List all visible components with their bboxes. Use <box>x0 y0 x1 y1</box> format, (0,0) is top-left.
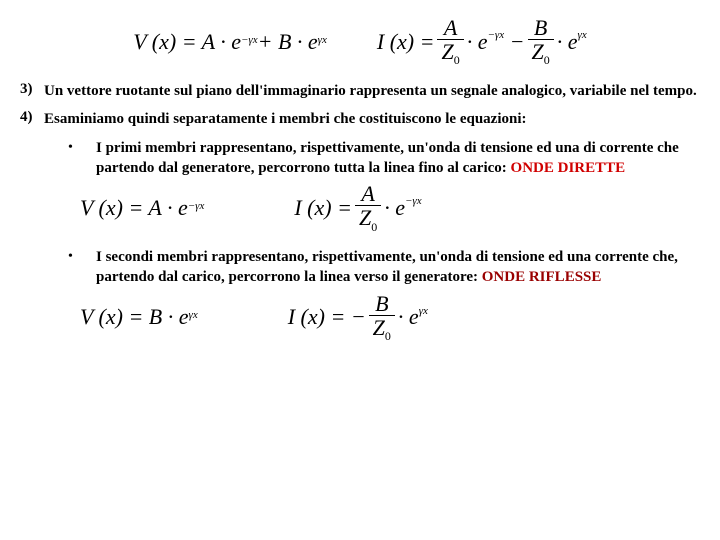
item-4: 4) Esaminiamo quindi separatamente i mem… <box>20 109 700 129</box>
item-3-marker: 3) <box>20 81 44 98</box>
eq-i-riflesse: I (x) = − B Z0 · eγx <box>288 292 428 343</box>
bullet-icon: • <box>68 247 96 267</box>
top-equations: V (x) = A · e−γx + B · eγx I (x) = A Z0 … <box>20 16 700 67</box>
bullet-riflesse-text: I secondi membri rappresentano, rispetti… <box>96 247 700 288</box>
item-4-text: Esaminiamo quindi separatamente i membri… <box>44 109 700 129</box>
eq-v-full: V (x) = A · e−γx + B · eγx <box>133 29 327 55</box>
item-3: 3) Un vettore ruotante sul piano dell'im… <box>20 81 700 101</box>
bullet-dirette-text: I primi membri rappresentano, rispettiva… <box>96 138 700 179</box>
dirette-equations: V (x) = A · e−γx I (x) = A Z0 · e−γx <box>80 182 700 233</box>
item-4-marker: 4) <box>20 109 44 126</box>
eq-i-full: I (x) = A Z0 · e−γx − B Z0 · eγx <box>377 16 587 67</box>
bullet-dirette: • I primi membri rappresentano, rispetti… <box>68 138 700 179</box>
eq-i-dirette: I (x) = A Z0 · e−γx <box>294 182 421 233</box>
eq-v-riflesse: V (x) = B · eγx <box>80 304 198 330</box>
riflesse-equations: V (x) = B · eγx I (x) = − B Z0 · eγx <box>80 292 700 343</box>
label-onde-riflesse: ONDE RIFLESSE <box>482 269 602 285</box>
bullet-icon: • <box>68 138 96 158</box>
item-3-text: Un vettore ruotante sul piano dell'immag… <box>44 81 700 101</box>
eq-v-dirette: V (x) = A · e−γx <box>80 195 204 221</box>
bullet-riflesse: • I secondi membri rappresentano, rispet… <box>68 247 700 288</box>
label-onde-dirette: ONDE DIRETTE <box>511 160 626 176</box>
